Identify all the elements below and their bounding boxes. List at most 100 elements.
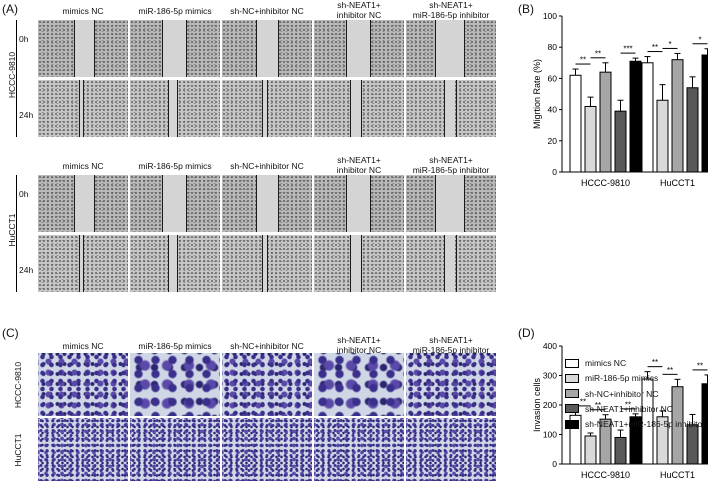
scratch-edge [167, 80, 169, 137]
scratch-gap [434, 175, 464, 232]
scratch-gap [167, 80, 177, 137]
scratch-gap [78, 235, 83, 292]
legend-swatch [565, 419, 579, 429]
x-category-label: HCCC-9810 [581, 470, 630, 480]
scratch-edge [369, 175, 371, 232]
invasion-cells-chart: 0 100 200 300 400 Invasion cells HCCC-9810 HuCC… [532, 341, 708, 480]
legend-item-mimics-nc: mimics NC [565, 357, 705, 369]
y-tick-label: 80 [548, 42, 558, 52]
panel-label-b: (B) [518, 2, 534, 16]
scratch-edge [360, 235, 362, 292]
scratch-image [222, 175, 312, 232]
scratch-gap [256, 175, 278, 232]
scratch-edge [256, 175, 258, 232]
scratch-edge [161, 175, 163, 232]
transwell-image [314, 353, 404, 416]
legend-label: mimics NC [585, 358, 627, 368]
scratch-image [130, 20, 220, 77]
legend-label: sh-NEAT1+miR-186-5p inhibitor [585, 419, 706, 430]
scratch-edge [176, 235, 178, 292]
scratch-edge [78, 235, 80, 292]
scratch-image [222, 20, 312, 77]
bar [569, 414, 582, 465]
transwell-image [130, 418, 220, 481]
scratch-image [130, 80, 220, 137]
significance-label: ** [580, 56, 586, 65]
bar [614, 436, 627, 465]
col-header-line: sh-NEAT1+ [337, 335, 381, 345]
transwell-image [38, 353, 128, 416]
scratch-image [222, 235, 312, 292]
scratch-image [222, 80, 312, 137]
transwell-col-header: miR-186-5p mimics [129, 341, 221, 351]
scratch-image [406, 235, 496, 292]
cell-line-label: HuCCT1 [7, 213, 17, 247]
col-header-line: inhibitor NC [336, 165, 382, 175]
col-header-line: miR-186-5p inhibitor [412, 345, 490, 355]
transwell-image [406, 353, 496, 416]
scratch-gap [261, 80, 267, 137]
timepoint-label: 24h [19, 265, 34, 275]
scratch-edge [360, 80, 362, 137]
transwell-image [130, 353, 220, 416]
scratch-image [314, 235, 404, 292]
significance-label: ** [652, 358, 658, 367]
transwell-image [222, 353, 312, 416]
y-axis-label: Invasion cells [532, 377, 542, 432]
scratch-edge [83, 80, 84, 137]
scratch-gap [78, 80, 83, 137]
col-header-line: sh-NC+inhibitor NC [230, 341, 304, 351]
significance-label: ** [595, 49, 601, 58]
scratch-image [406, 20, 496, 77]
col-header-line: miR-186-5p mimics [138, 341, 212, 351]
legend-swatch [565, 389, 579, 399]
scratch-gap [161, 20, 186, 77]
scratch-edge [455, 80, 457, 137]
scratch-gap [443, 235, 456, 292]
col-header-line: sh-NEAT1+ [337, 0, 381, 10]
timepoint-label: 24h [19, 110, 34, 120]
y-tick-label: 100 [543, 430, 557, 440]
scratch-edge [350, 235, 351, 292]
scratch-edge [83, 235, 84, 292]
significance-label: ** [667, 366, 673, 375]
bar [701, 383, 708, 465]
significance-label: *** [623, 45, 632, 54]
col-header-line: mimics NC [62, 161, 104, 171]
scratch-edge [345, 20, 347, 77]
y-tick-label: 0 [552, 167, 557, 177]
wound-col-header: miR-186-5p mimics [129, 6, 221, 16]
legend-item-sh-nc: sh-NC+inhibitor NC [565, 388, 705, 400]
col-header-line: miR-186-5p inhibitor [412, 10, 490, 20]
bar [584, 435, 597, 465]
bar [686, 424, 699, 465]
col-header-line: miR-186-5p mimics [138, 6, 212, 16]
migration-rate-chart: 0 20 40 60 80 100 Migrtion Rate (%) HCCC-9810 Hu… [532, 11, 708, 188]
significance-label: ** [652, 43, 658, 52]
scratch-gap [350, 235, 361, 292]
cell-line-label: HCCC-9810 [7, 51, 17, 99]
scratch-edge [350, 80, 351, 137]
significance-label: ** [595, 401, 601, 410]
legend-label: sh-NEAT1+inhibitor NC [585, 403, 673, 414]
scratch-edge [463, 175, 465, 232]
scratch-image [38, 235, 128, 292]
panel-label-a: (A) [2, 2, 18, 16]
bar [569, 74, 582, 173]
scratch-image [406, 80, 496, 137]
col-header-line: mimics NC [62, 6, 104, 16]
scratch-edge [277, 20, 279, 77]
x-category-label: HCCC-9810 [581, 178, 630, 188]
significance-label: * [698, 35, 701, 44]
scratch-image [38, 80, 128, 137]
scratch-gap [167, 235, 177, 292]
scratch-edge [78, 80, 80, 137]
scratch-edge [345, 175, 347, 232]
scratch-edge [434, 20, 436, 77]
legend-label: miR-186-5p mimics [585, 373, 659, 384]
wound-col-header: sh-NC+inhibitor NC [221, 161, 313, 171]
x-category-label: HuCCT1 [660, 470, 695, 480]
scratch-gap [74, 20, 94, 77]
col-header-line: miR-186-5p mimics [138, 161, 212, 171]
scratch-gap [350, 80, 361, 137]
